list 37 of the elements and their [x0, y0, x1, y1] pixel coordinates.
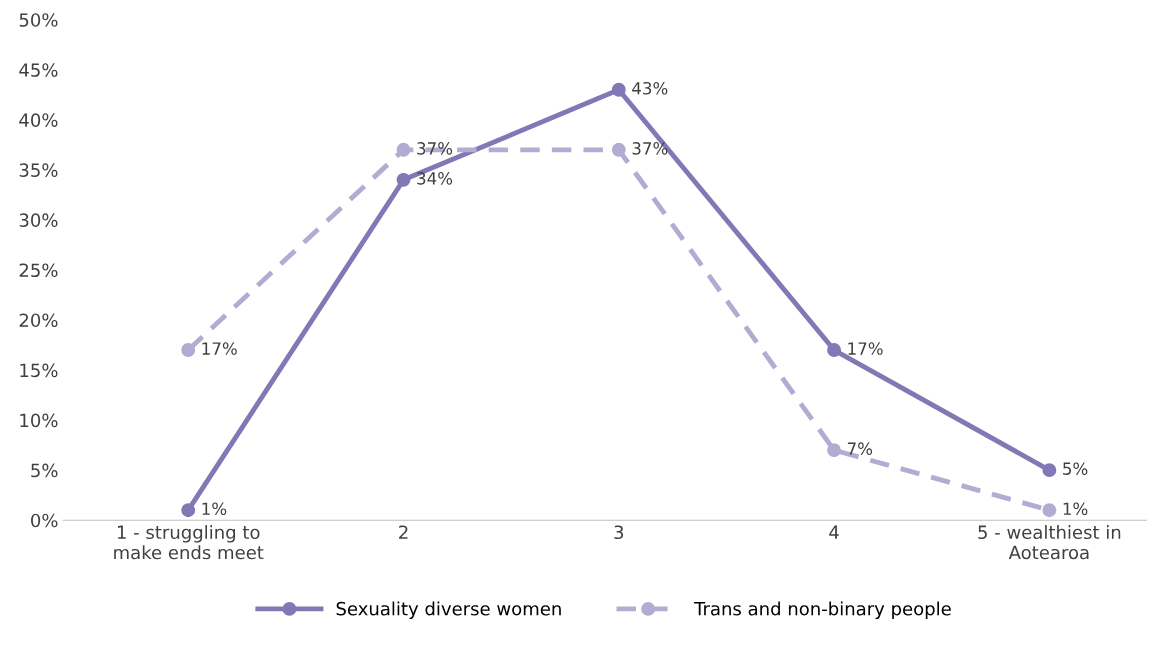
- y-tick-label: 45%: [19, 63, 58, 77]
- point: [181, 343, 196, 357]
- data-label: 1%: [1063, 502, 1088, 516]
- y-tick-label: 0%: [31, 513, 58, 528]
- y-tick-label: 25%: [19, 263, 58, 278]
- y-tick-label: 10%: [20, 413, 58, 428]
- data-label: 17%: [848, 342, 883, 355]
- y-tick-label: 15%: [20, 363, 58, 378]
- y-tick-label: 5%: [31, 463, 58, 478]
- data-label: 1%: [202, 502, 227, 516]
- x-tick-label: 3: [614, 525, 624, 540]
- x-tick-label: 5 - wealthiest in Aotearoa: [978, 525, 1121, 560]
- point: [1042, 503, 1057, 518]
- y-tick-label: 20%: [19, 313, 58, 328]
- point: [611, 82, 626, 97]
- point: [181, 503, 196, 518]
- data-label: 37%: [417, 142, 453, 155]
- point: [827, 343, 842, 357]
- x-tick-label: 4: [829, 525, 839, 539]
- legend-label: Trans and non-binary people: [694, 601, 951, 619]
- y-tick-label: 35%: [19, 163, 58, 177]
- y-tick-label: 50%: [19, 13, 58, 27]
- point: [396, 142, 411, 157]
- data-label: 5%: [1063, 462, 1088, 475]
- data-label: 34%: [417, 172, 453, 185]
- x-tick-label: 1 - struggling to make ends meet: [114, 525, 264, 560]
- point: [827, 443, 842, 458]
- point: [396, 172, 411, 187]
- data-label: 17%: [202, 342, 237, 355]
- data-label: 43%: [632, 81, 668, 95]
- y-tick-label: 40%: [19, 113, 58, 127]
- y-tick-label: 30%: [19, 213, 58, 228]
- data-label: 7%: [847, 442, 873, 455]
- point: [611, 142, 626, 157]
- x-tick-label: 2: [399, 525, 408, 539]
- legend-label: Sexuality diverse women: [336, 601, 561, 619]
- point: [1042, 463, 1057, 478]
